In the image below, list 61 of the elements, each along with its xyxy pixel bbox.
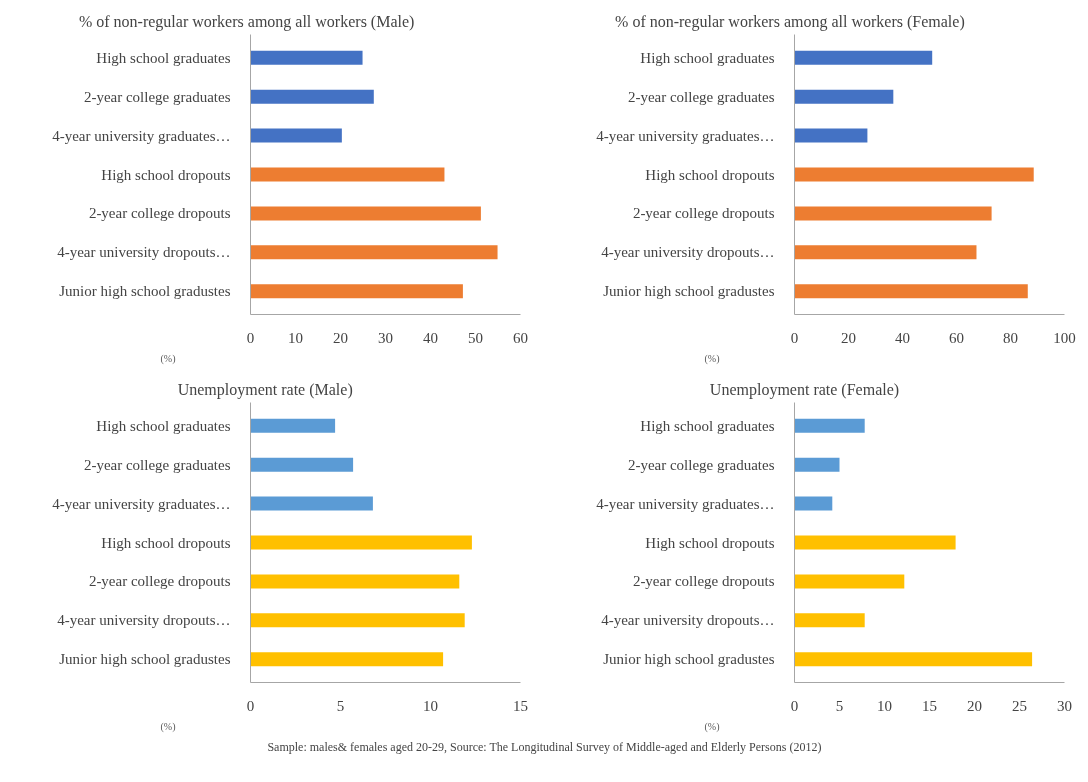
x-tick-label: 0 xyxy=(246,697,255,714)
x-axis-title: (%) xyxy=(704,352,720,365)
x-tick-label: 0 xyxy=(246,329,255,346)
text: Sample: males& females aged 20-29, Source: The Longitudinal Survey of Middle-aged and Elderly Persons (2012) xyxy=(267,739,822,754)
chart-title: Unemployment rate (Male) xyxy=(177,380,353,399)
x-tick-label: 15 xyxy=(513,697,528,714)
x-tick-label: 20 xyxy=(967,697,982,714)
x-tick-label: 100 xyxy=(1053,329,1076,346)
x-tick-label: 10 xyxy=(423,697,438,714)
x-tick-label: 60 xyxy=(949,329,964,346)
y-tick-label: 2-year college graduates xyxy=(83,88,231,105)
y-tick-label: 2-year college graduates xyxy=(627,456,775,473)
y-tick-label: 2-year college dropouts xyxy=(632,573,775,590)
y-tick-label: 2-year college dropouts xyxy=(88,205,231,222)
x-tick-label: 10 xyxy=(288,329,303,346)
x-tick-label: 0 xyxy=(790,329,799,346)
y-tick-label: 4-year university graduates… xyxy=(596,495,775,512)
y-tick-label: High school dropouts xyxy=(101,166,231,183)
x-tick-label: 80 xyxy=(1003,329,1018,346)
y-tick-label: 4-year university dropouts… xyxy=(601,612,775,629)
x-tick-label: 5 xyxy=(336,697,345,714)
x-tick-label: 25 xyxy=(1012,697,1027,714)
x-tick-label: 20 xyxy=(841,329,856,346)
chart-title: % of non-regular workers among all workers (Female) xyxy=(615,12,965,31)
y-tick-label: Junior high school gradustes xyxy=(59,651,231,668)
y-tick-label: High school dropouts xyxy=(645,166,775,183)
y-tick-label: High school graduates xyxy=(640,49,775,66)
x-axis-title: (%) xyxy=(704,720,720,733)
y-tick-label: 4-year university graduates… xyxy=(52,127,231,144)
y-tick-label: Junior high school gradustes xyxy=(603,651,775,668)
y-tick-label: 4-year university dropouts… xyxy=(57,612,231,629)
x-tick-label: 40 xyxy=(895,329,910,346)
y-tick-label: 2-year college dropouts xyxy=(88,573,231,590)
y-tick-label: 2-year college dropouts xyxy=(632,205,775,222)
x-tick-label: 40 xyxy=(423,329,438,346)
chart-title: Unemployment rate (Female) xyxy=(709,380,900,399)
x-tick-label: 50 xyxy=(468,329,483,346)
y-tick-label: 4-year university graduates… xyxy=(52,495,231,512)
x-tick-label: 30 xyxy=(378,329,393,346)
x-axis-title: (%) xyxy=(160,720,176,733)
x-tick-label: 15 xyxy=(922,697,937,714)
y-tick-label: High school graduates xyxy=(96,417,231,434)
y-tick-label: High school graduates xyxy=(640,417,775,434)
y-tick-label: High school dropouts xyxy=(101,534,231,551)
y-tick-label: High school graduates xyxy=(96,49,231,66)
chart-title: % of non-regular workers among all workers (Male) xyxy=(78,12,415,31)
x-tick-label: 60 xyxy=(513,329,528,346)
x-tick-label: 30 xyxy=(1057,697,1072,714)
x-tick-label: 0 xyxy=(790,697,799,714)
x-tick-label: 5 xyxy=(835,697,844,714)
x-axis-title: (%) xyxy=(160,352,176,365)
y-tick-label: 4-year university graduates… xyxy=(596,127,775,144)
y-tick-label: High school dropouts xyxy=(645,534,775,551)
y-tick-label: 2-year college graduates xyxy=(627,88,775,105)
x-tick-label: 10 xyxy=(877,697,892,714)
x-tick-label: 20 xyxy=(333,329,348,346)
y-tick-label: 2-year college graduates xyxy=(83,456,231,473)
y-tick-label: Junior high school gradustes xyxy=(59,283,231,300)
y-tick-label: 4-year university dropouts… xyxy=(57,244,231,261)
y-tick-label: Junior high school gradustes xyxy=(603,283,775,300)
y-tick-label: 4-year university dropouts… xyxy=(601,244,775,261)
